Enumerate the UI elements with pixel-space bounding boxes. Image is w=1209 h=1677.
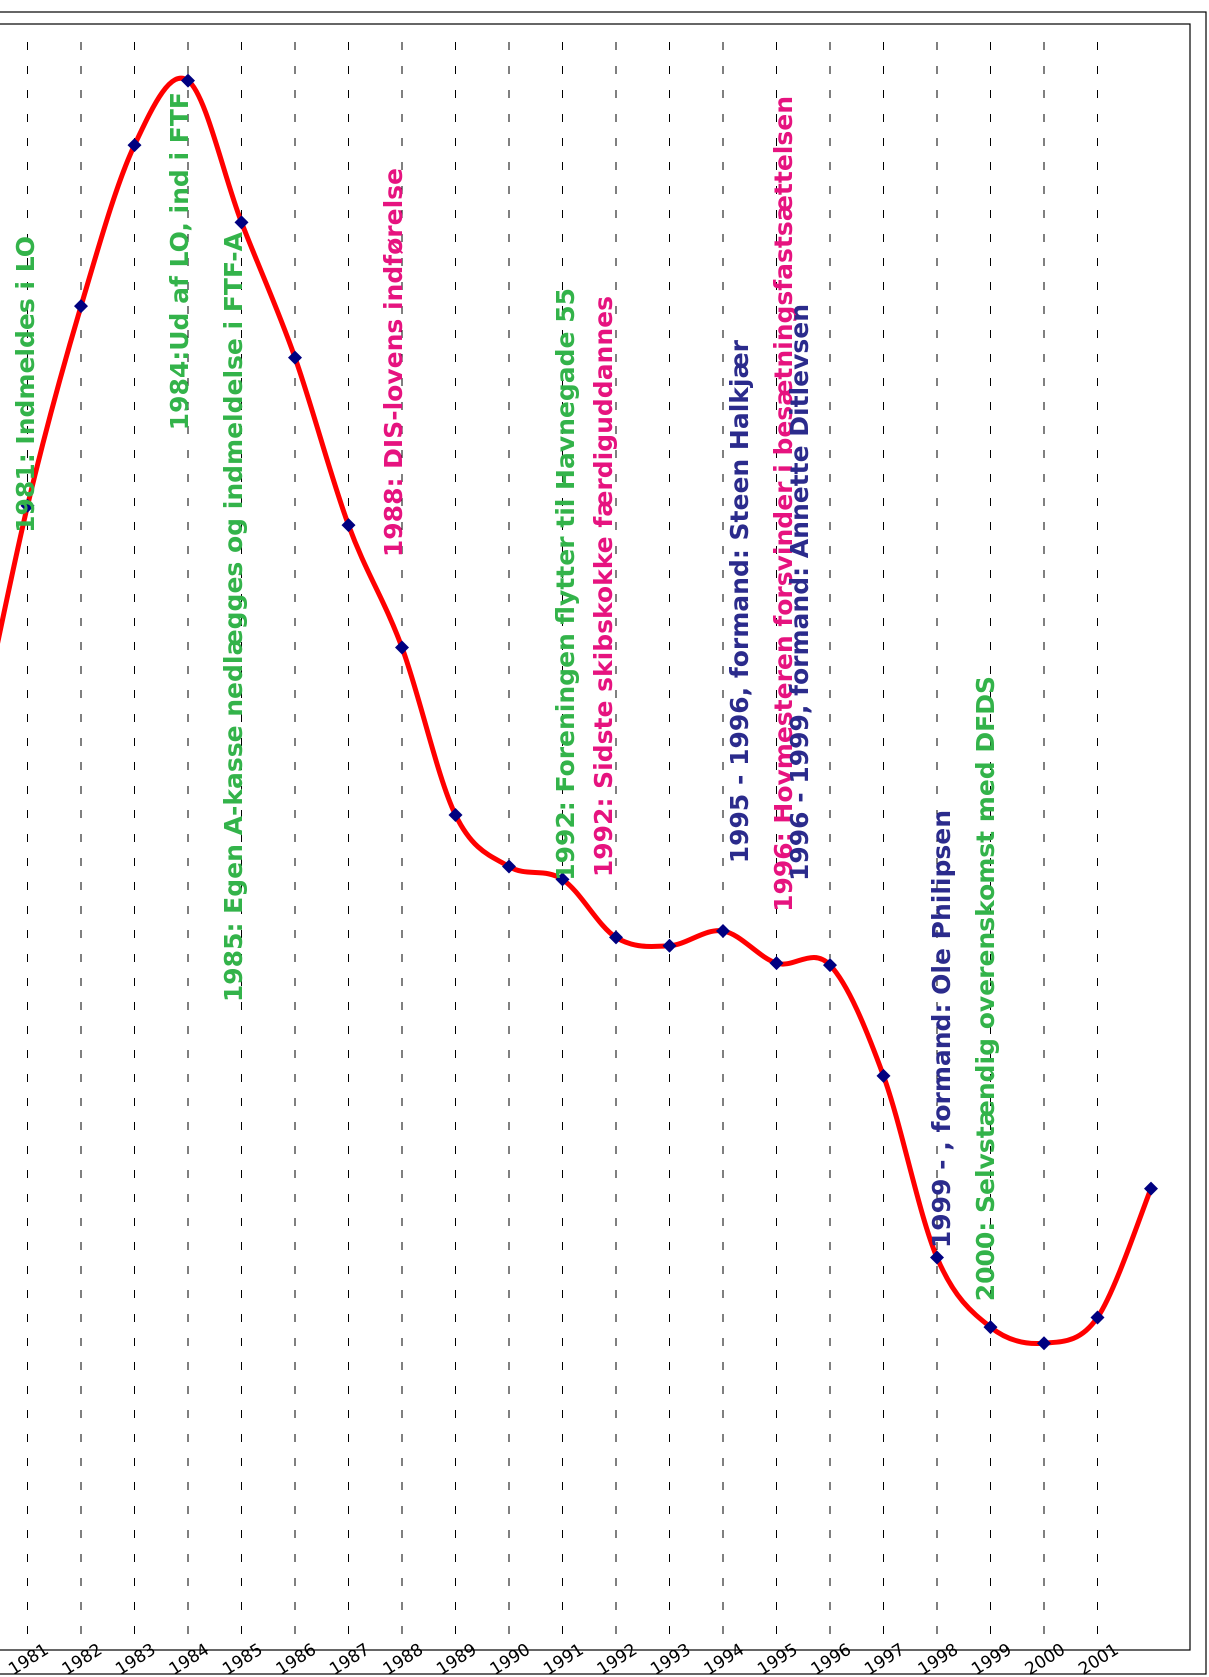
x-tick-label: 1987 (326, 1640, 373, 1677)
annotation-5: 1992: Foreningen flytter til Havnegade 5… (551, 288, 580, 881)
data-point (823, 958, 837, 973)
annotation-6: 1992: Sidste skibskokke færdiguddannes (589, 296, 618, 877)
data-point (930, 1250, 944, 1265)
data-point (234, 215, 249, 230)
data-point (181, 73, 195, 88)
x-tick-label: 1981 (5, 1640, 52, 1677)
x-tick-label: 1984 (166, 1640, 213, 1677)
annotation-4: 1988: DIS-lovens indførelse (379, 168, 408, 557)
x-tick-label: 1996 (808, 1640, 855, 1677)
annotations: 1981: Indmeldes i LO 1984:Ud af LO, ind i… (11, 92, 1000, 1301)
gridlines (27, 42, 1098, 1636)
data-point (395, 640, 409, 655)
x-tick-label: 1992 (594, 1640, 641, 1677)
x-tick-label: 1989 (433, 1640, 480, 1677)
data-point (1090, 1310, 1105, 1325)
x-tick-label: 2001 (1075, 1640, 1122, 1677)
data-point (876, 1068, 891, 1083)
x-tick-label: 1997 (861, 1640, 908, 1677)
x-tick-label: 1983 (112, 1640, 159, 1677)
plot-area (0, 23, 1191, 1651)
annotation-10: 1999 - , formand: Ole Philipsen (927, 810, 956, 1248)
annotation-1: 1981: Indmeldes i LO (11, 236, 40, 533)
series-line (0, 75, 1154, 1347)
data-point (555, 872, 570, 887)
x-tick-label: 1995 (754, 1640, 801, 1677)
x-tick-labels: 1980198119821983198419851986198719881989… (5, 1640, 1122, 1677)
x-tick-label: 1991 (540, 1640, 587, 1677)
chart-frame (0, 11, 1207, 1675)
x-tick-label: 1993 (647, 1640, 694, 1677)
data-point (1037, 1336, 1051, 1351)
series-markers (20, 73, 1158, 1351)
data-point (288, 350, 302, 365)
annotation-8: 1996: Hovmesteren forsvinder i besætning… (769, 96, 798, 912)
data-point (716, 923, 730, 938)
series-path (0, 75, 1154, 1347)
annotation-7: 1995 - 1996, formand: Steen Halkjær (725, 339, 754, 863)
data-point (127, 138, 142, 153)
data-point (448, 808, 463, 822)
x-tick-label: 1994 (701, 1640, 748, 1677)
annotation-3: 1985: Egen A-kasse nedlægges og indmelde… (219, 231, 248, 1002)
data-point (662, 938, 677, 953)
data-point (74, 299, 88, 314)
data-point (769, 956, 784, 971)
data-point (502, 859, 516, 874)
x-tick-label: 1999 (968, 1640, 1015, 1677)
data-point (20, 498, 35, 513)
x-tick-label: 1988 (380, 1640, 427, 1677)
annotation-2: 1984:Ud af LO, ind i FTF (165, 92, 194, 430)
data-point (983, 1320, 998, 1335)
annotation-9: 1996 - 1999, formand: Annette Ditlevsen (785, 304, 814, 881)
x-tick-label: 1985 (219, 1640, 266, 1677)
data-point (341, 518, 356, 533)
data-point (1144, 1181, 1158, 1196)
x-tick-label: 2000 (1022, 1640, 1069, 1677)
outer-border (0, 11, 1207, 1675)
x-tick-label: 1998 (915, 1640, 962, 1677)
x-tick-label: 1990 (487, 1640, 534, 1677)
x-tick-label: 1982 (59, 1640, 106, 1677)
data-point (609, 930, 623, 945)
x-tick-label: 1986 (273, 1640, 320, 1677)
annotation-11: 2000: Selvstændig overenskomst med DFDS (971, 676, 1000, 1301)
